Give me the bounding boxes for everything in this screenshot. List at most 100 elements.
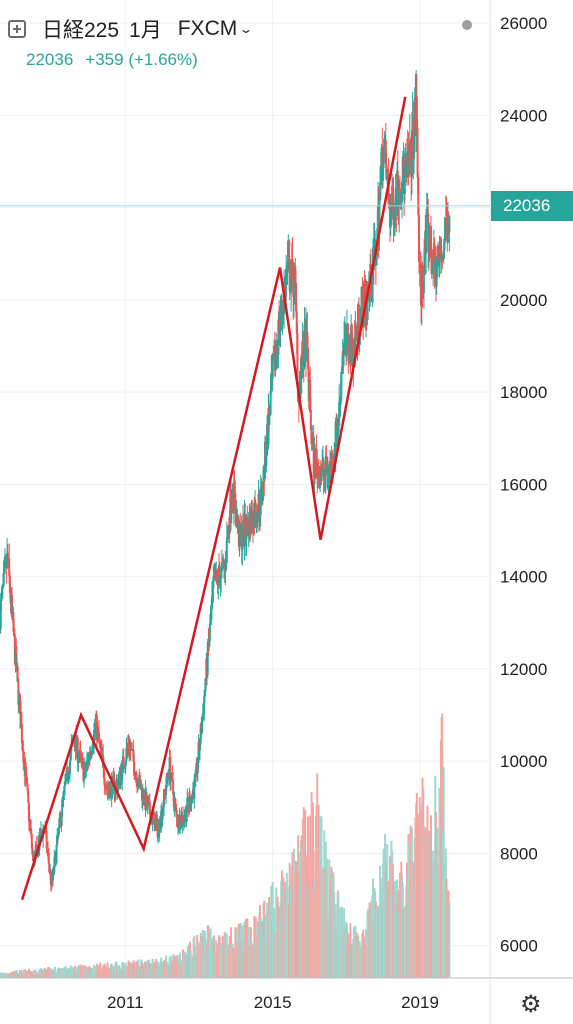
candle-body	[107, 789, 110, 791]
candle-body	[331, 454, 334, 472]
status-dot-icon[interactable]	[462, 20, 472, 30]
candle-body	[337, 425, 340, 429]
candle-body	[437, 255, 440, 260]
source-selector[interactable]: FXCM ⌄	[178, 17, 254, 41]
candle-body	[92, 729, 95, 746]
last-price-tag: 22036	[491, 191, 573, 221]
candle-body	[77, 759, 80, 763]
candle-body	[210, 596, 213, 610]
candle-body	[32, 854, 35, 858]
candle-body	[238, 523, 241, 547]
candle-body	[69, 751, 72, 761]
candle-body	[416, 127, 419, 178]
candle-body	[198, 743, 201, 751]
candle-body	[185, 812, 188, 823]
candle-body	[27, 791, 30, 803]
candle-body	[325, 456, 328, 475]
candle-body	[375, 256, 378, 265]
candle-body	[21, 743, 24, 750]
candle-body	[47, 849, 50, 853]
candle-body	[148, 801, 151, 815]
chart-header: 日経225 1月 FXCM ⌄	[8, 14, 254, 44]
candle-body	[404, 159, 407, 167]
volume-bar	[343, 907, 346, 978]
candle-body	[425, 212, 428, 223]
candle-body	[3, 563, 6, 569]
candle-body	[336, 428, 339, 447]
candle-body	[241, 540, 244, 550]
candle-body	[268, 414, 271, 416]
candle-body	[63, 786, 66, 791]
candle-body	[29, 820, 32, 829]
candle-body	[13, 631, 16, 635]
candle-body	[67, 776, 70, 780]
candle-body	[442, 256, 445, 260]
candle-body	[390, 212, 393, 214]
candle-body	[162, 789, 165, 807]
candle-body	[25, 777, 28, 784]
candle-body	[393, 222, 396, 226]
candle-body	[129, 745, 132, 751]
candle-body	[34, 849, 37, 855]
candle-body	[203, 695, 206, 715]
candle-body	[340, 372, 343, 401]
candle-body	[165, 787, 168, 796]
candle-body	[354, 332, 357, 348]
candle-body	[265, 455, 268, 467]
candle-body	[112, 775, 115, 779]
candle-body	[437, 255, 440, 267]
candle-body	[151, 812, 154, 824]
candle-body	[435, 266, 438, 287]
y-tick-label: 10000	[500, 752, 547, 771]
candle-body	[145, 794, 148, 808]
candle-body	[340, 366, 343, 373]
candle-body	[264, 441, 267, 467]
candle-body	[80, 753, 83, 759]
candle-body	[94, 723, 97, 730]
candle-body	[6, 552, 9, 562]
candle-body	[91, 748, 94, 753]
candle-body	[326, 468, 329, 479]
candle-body	[19, 700, 22, 729]
candle-body	[345, 324, 348, 348]
candle-body	[432, 265, 435, 275]
candle-body	[172, 780, 175, 795]
expand-icon[interactable]	[8, 20, 26, 38]
candle-body	[68, 774, 71, 777]
candle-body	[230, 499, 233, 513]
candle-body	[389, 213, 392, 228]
candle-body	[400, 201, 403, 203]
candle-body	[267, 407, 270, 446]
candle-body	[244, 514, 247, 537]
symbol-name[interactable]: 日経225	[42, 19, 120, 42]
candle-body	[398, 188, 401, 203]
candle-body	[291, 259, 294, 262]
candle-body	[45, 830, 48, 849]
candle-body	[79, 750, 82, 754]
candle-body	[240, 527, 243, 550]
candle-body	[189, 804, 192, 808]
candle-body	[55, 844, 58, 864]
candle-body	[93, 729, 96, 731]
candle-body	[391, 185, 394, 203]
candle-body	[44, 828, 47, 831]
candle-body	[78, 757, 81, 760]
candle-body	[401, 193, 404, 203]
candle-body	[0, 601, 2, 629]
candle-body	[442, 249, 445, 257]
volume-bar	[442, 767, 445, 978]
last-price: 22036	[26, 50, 74, 69]
candle-body	[302, 341, 305, 361]
candle-body	[430, 226, 433, 259]
interval-label[interactable]: 1月	[129, 19, 162, 42]
gear-icon[interactable]: ⚙	[520, 991, 542, 1018]
candle-body	[25, 767, 28, 778]
volume-bar	[297, 835, 300, 978]
candle-body	[246, 517, 249, 528]
candle-body	[103, 778, 106, 786]
candle-body	[12, 612, 15, 632]
candle-body	[426, 212, 429, 214]
candle-body	[262, 467, 265, 492]
candle-body	[295, 282, 298, 312]
